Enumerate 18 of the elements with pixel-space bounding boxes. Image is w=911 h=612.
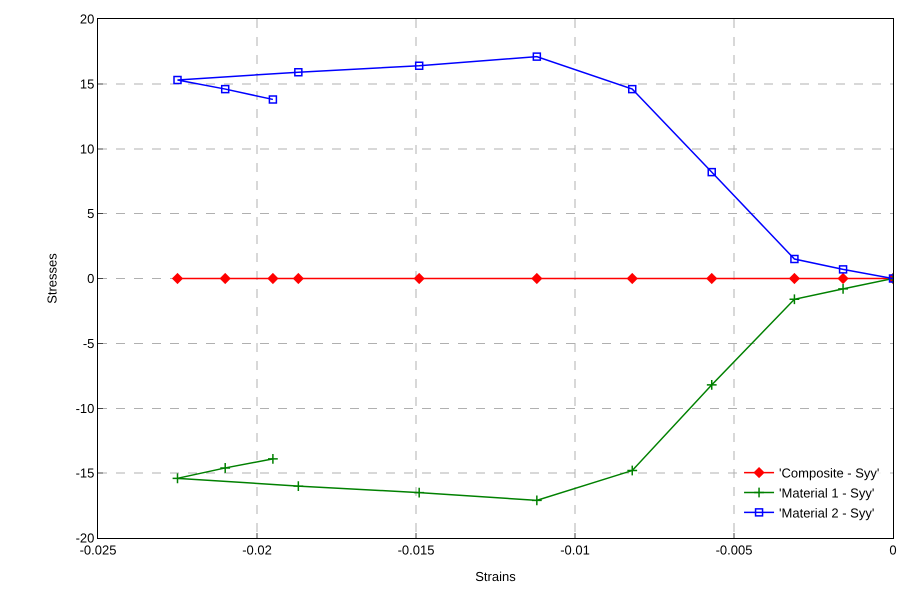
x-tick-label: -0.015 [398,542,434,558]
x-axis-title: Strains [475,569,516,584]
legend-label: 'Composite - Syy' [779,466,880,481]
y-tick-label: 10 [80,141,94,156]
y-tick-label: -10 [76,400,94,416]
y-tick-label: -5 [82,336,94,351]
y-tick-label: 15 [80,76,94,92]
x-tick-label: -0.01 [560,542,590,558]
y-tick-label: 0 [87,271,94,286]
legend-label: 'Material 1 - Syy' [779,486,874,501]
y-axis-title: Stresses [44,252,60,304]
x-tick-label: -0.02 [242,542,272,558]
legend-label: 'Material 2 - Syy' [779,505,874,520]
y-tick-label: 5 [87,206,94,222]
y-tick-label: 20 [80,12,94,27]
x-tick-label: -0.005 [716,542,752,558]
x-tick-label: 0 [889,542,897,558]
y-tick-label: -15 [76,466,94,481]
